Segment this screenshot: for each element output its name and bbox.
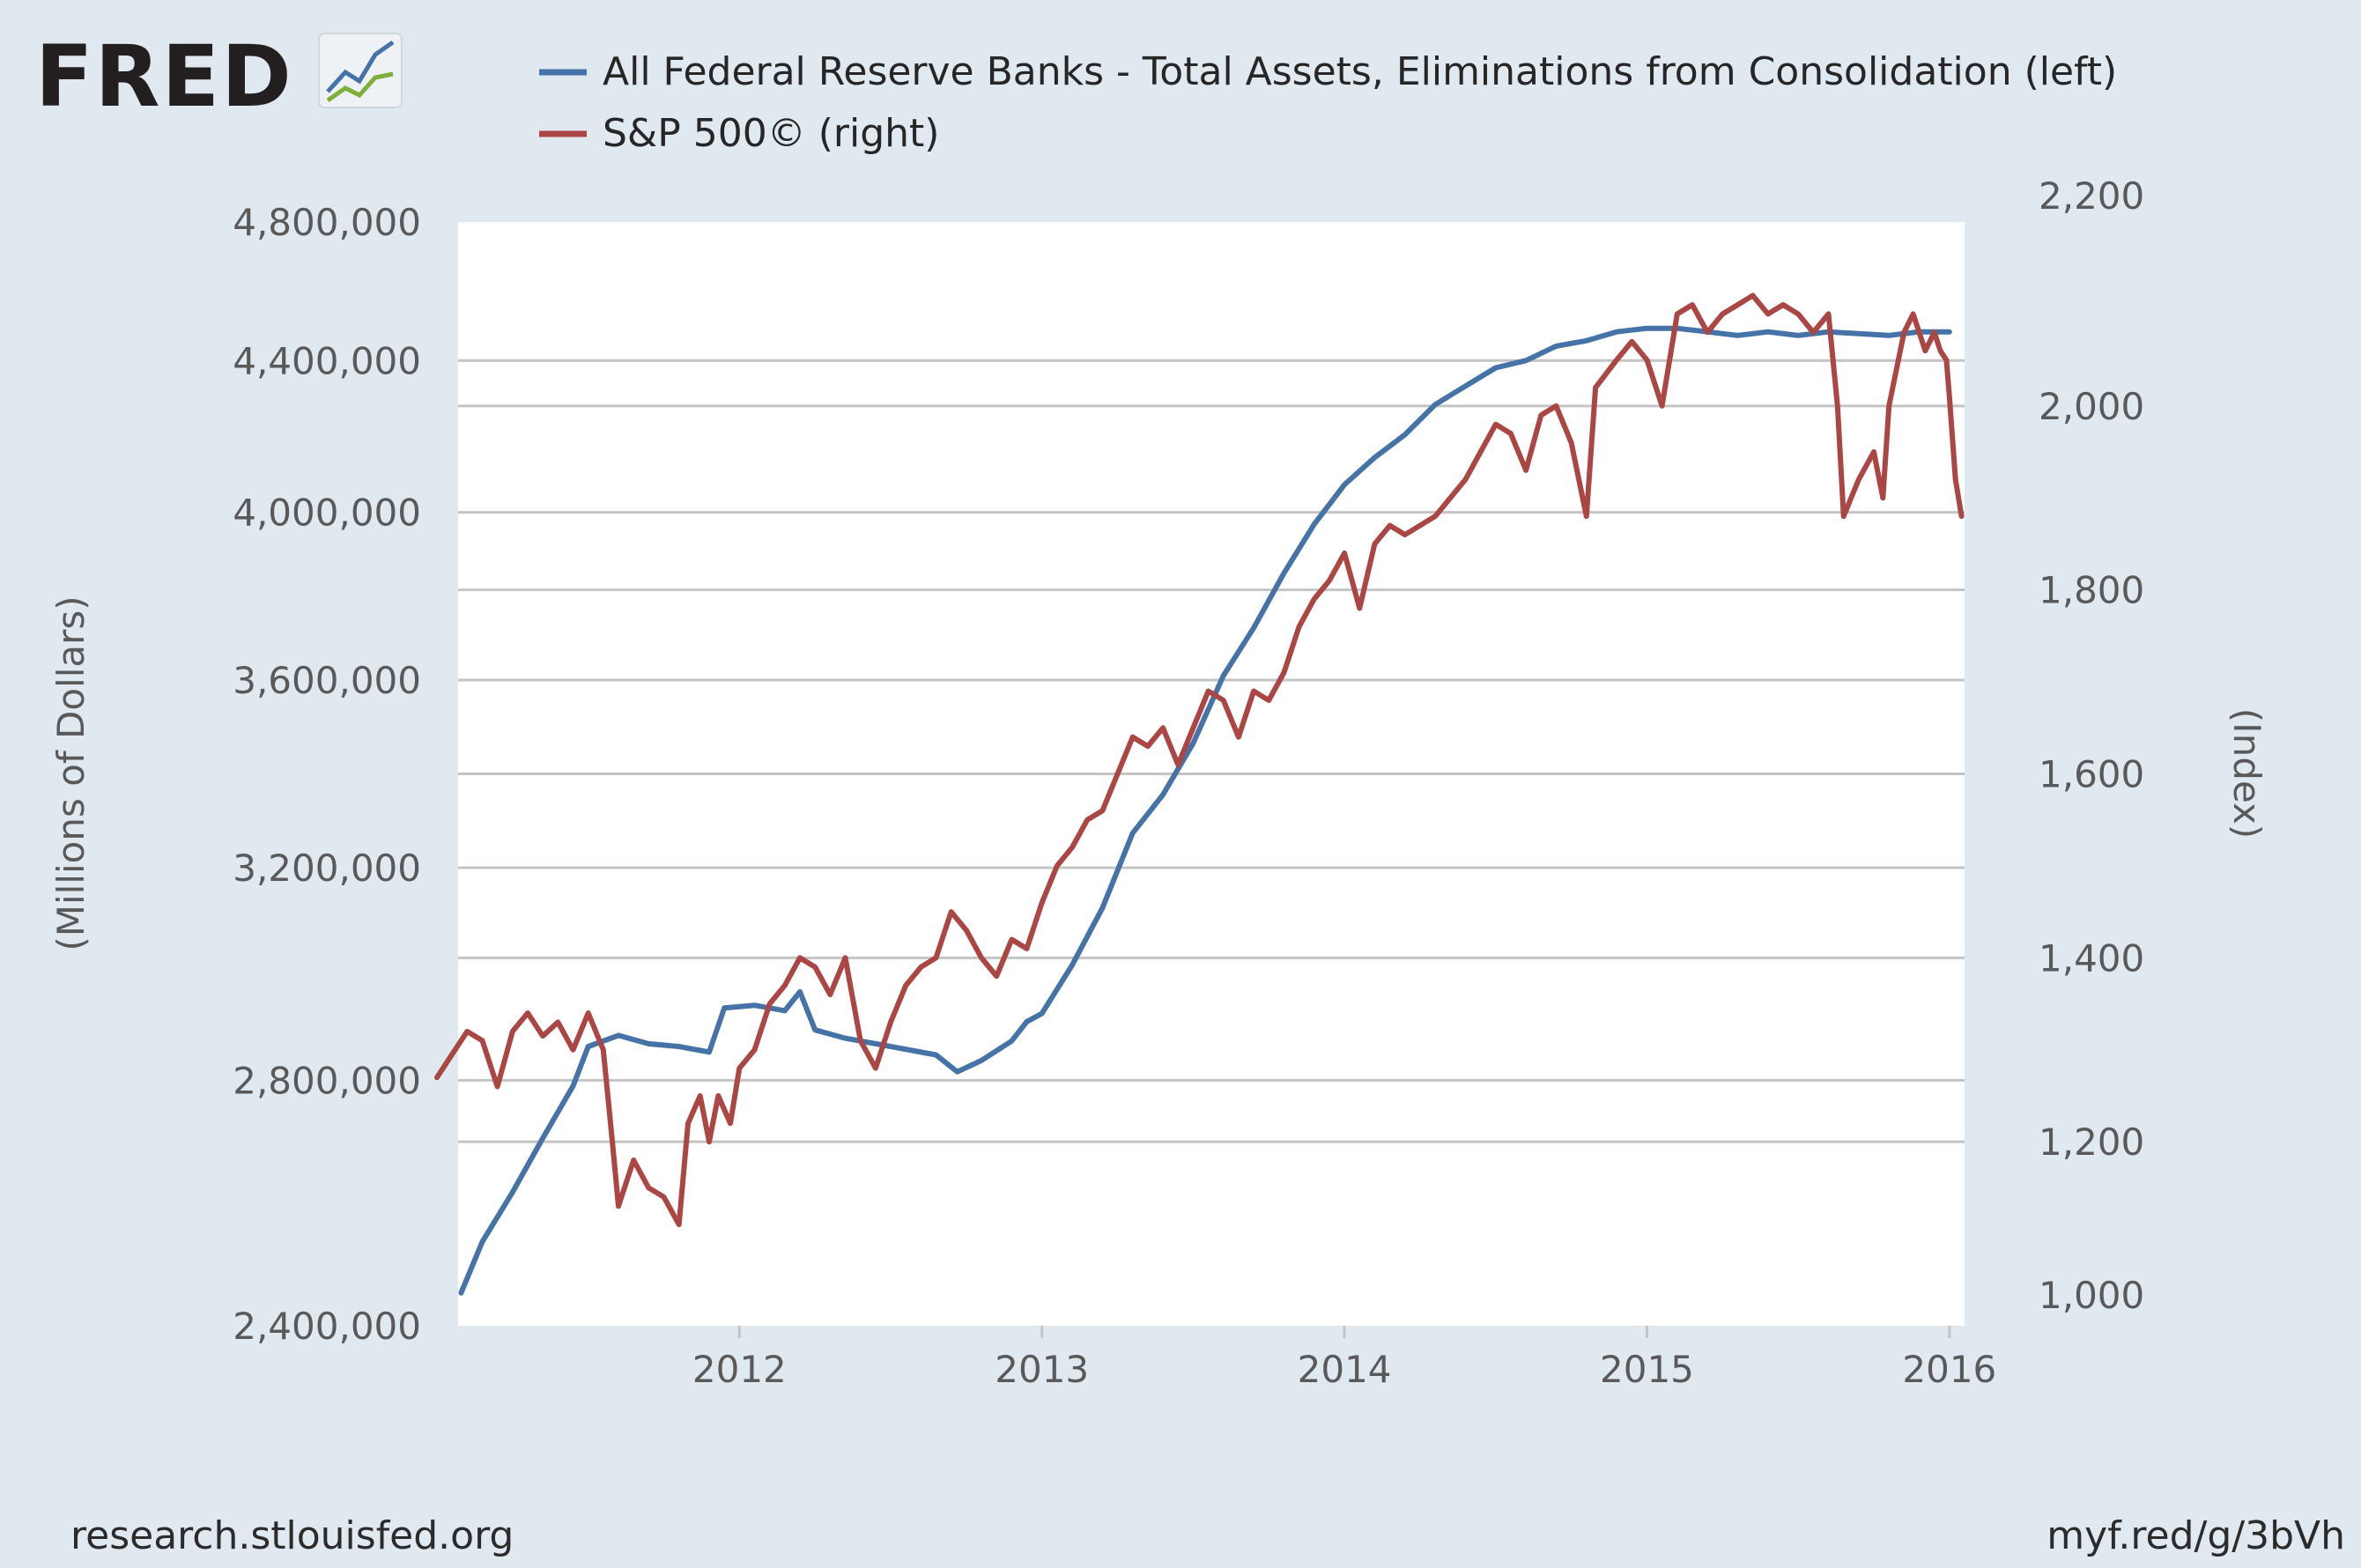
right-axis-ticks: 1,000 1,200 1,400 1,600 1,800 2,000 2,200 [2039,174,2144,1317]
fred-logo-graph-icon [318,33,403,108]
x-tick-label: 2016 [1902,1348,1996,1391]
x-axis-ticks: 2012 2013 2014 2015 2016 [692,1326,1996,1391]
x-tick-label: 2015 [1600,1348,1694,1391]
series-line-fed-assets [458,325,1952,1296]
left-tick-label: 2,400,000 [233,1305,421,1348]
left-tick-label: 3,600,000 [233,659,421,702]
grid-lines [458,359,1965,1143]
left-axis-label: (Millions of Dollars) [49,595,93,950]
left-tick-label: 4,400,000 [233,339,421,382]
footer-source[interactable]: research.stlouisfed.org [70,1513,514,1558]
fred-logo-text: FRED [35,27,293,126]
legend-label-sp500: S&P 500© (right) [603,111,939,156]
legend: All Federal Reserve Banks - Total Assets… [539,49,2117,156]
right-tick-label: 1,400 [2039,936,2144,980]
footer-short-url[interactable]: myf.red/g/3bVh [2046,1513,2345,1558]
left-tick-label: 4,000,000 [233,492,421,535]
right-tick-label: 1,200 [2039,1121,2144,1164]
series-layer [434,292,1965,1296]
x-tick-label: 2014 [1298,1348,1392,1391]
right-tick-label: 2,200 [2039,174,2144,218]
right-tick-label: 1,800 [2039,569,2144,612]
left-axis-ticks: 2,400,000 2,800,000 3,200,000 3,600,000 4,00… [233,201,421,1348]
legend-label-assets: All Federal Reserve Banks - Total Assets… [603,49,2117,94]
right-tick-label: 1,600 [2039,753,2144,796]
right-tick-label: 2,000 [2039,385,2144,428]
x-tick-label: 2012 [692,1348,787,1391]
x-tick-label: 2013 [995,1348,1089,1391]
left-tick-label: 4,800,000 [233,201,421,244]
right-tick-label: 1,000 [2039,1274,2144,1317]
right-axis-label: (Index) [2225,708,2268,839]
left-tick-label: 3,200,000 [233,847,421,890]
left-tick-label: 2,800,000 [233,1059,421,1102]
series-line-sp500 [434,292,1965,1228]
fred-logo: FRED [35,27,403,126]
